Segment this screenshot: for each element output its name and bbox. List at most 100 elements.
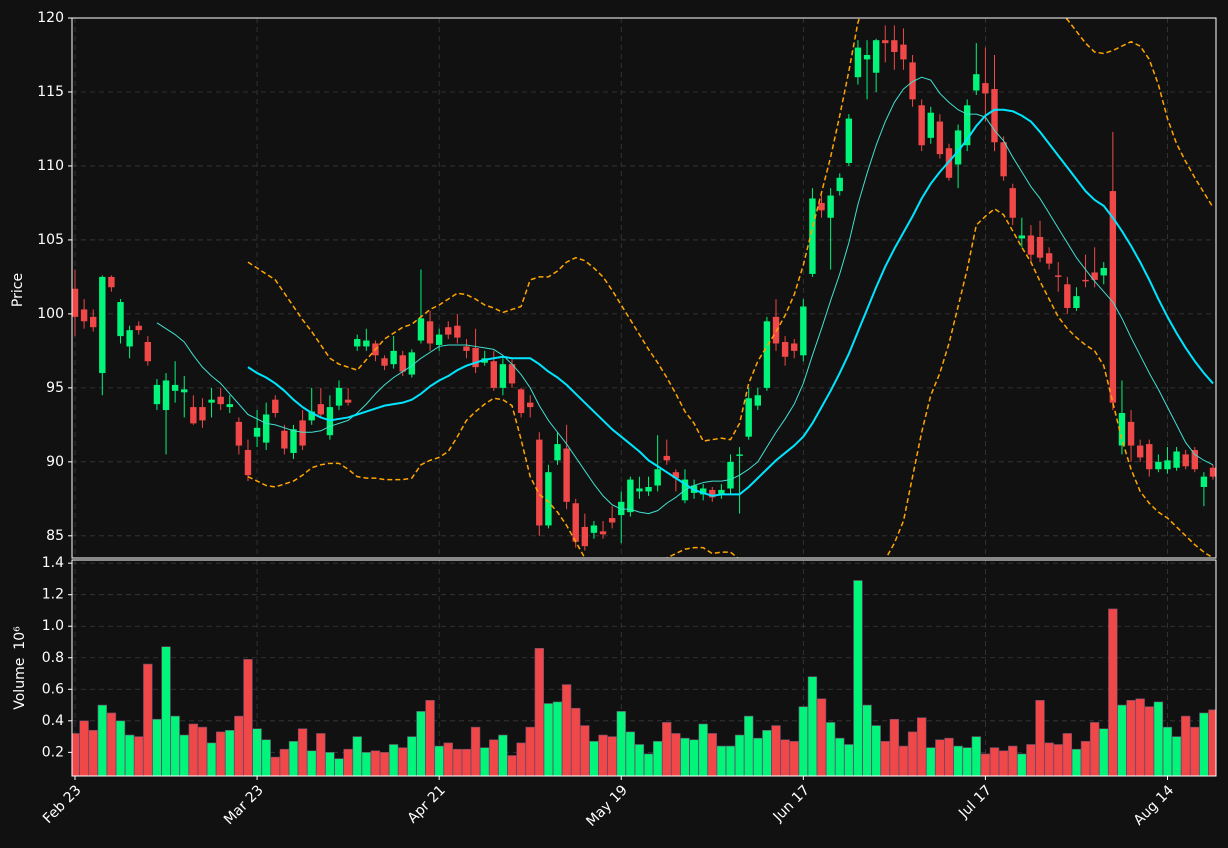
candle-body bbox=[527, 402, 534, 408]
volume-bar bbox=[343, 748, 353, 776]
volume-bar bbox=[853, 580, 863, 776]
volume-bar bbox=[316, 733, 326, 776]
candle-body bbox=[1118, 413, 1126, 446]
candle-body bbox=[463, 346, 470, 351]
candle-body bbox=[135, 325, 142, 331]
volume-bar bbox=[1135, 698, 1145, 776]
candle-body bbox=[490, 361, 497, 388]
volume-bar bbox=[671, 733, 681, 776]
volume-bar bbox=[1062, 733, 1073, 776]
volume-bar bbox=[1099, 728, 1109, 776]
candle-body bbox=[900, 44, 907, 60]
y-tick-label: 90 bbox=[46, 454, 64, 470]
candle-body bbox=[235, 421, 243, 446]
volume-bar bbox=[443, 742, 453, 776]
candle-body bbox=[891, 40, 898, 53]
candle-body bbox=[299, 420, 306, 446]
volume-bar bbox=[498, 734, 508, 776]
volume-bar bbox=[379, 752, 390, 776]
volume-bar bbox=[197, 726, 208, 776]
volume-bar bbox=[152, 718, 162, 776]
volume-bar bbox=[134, 736, 144, 776]
candle-body bbox=[927, 112, 934, 138]
candle-body bbox=[272, 399, 279, 414]
volume-bar bbox=[72, 733, 80, 776]
overlay-line bbox=[247, 108, 1214, 497]
volume-bar bbox=[261, 739, 271, 776]
candle-body bbox=[1055, 275, 1062, 277]
y-tick-label: 0.2 bbox=[42, 744, 64, 760]
candle-body bbox=[1009, 188, 1016, 218]
candle-body bbox=[863, 54, 871, 60]
volume-bar bbox=[898, 745, 909, 776]
volume-bar bbox=[352, 736, 362, 776]
candle-body bbox=[536, 439, 543, 526]
candle-body bbox=[1000, 142, 1007, 177]
candle-body bbox=[1109, 191, 1117, 403]
volume-offset: 10⁶ bbox=[12, 626, 28, 650]
volume-bar bbox=[1171, 736, 1182, 776]
candle-body bbox=[590, 525, 598, 533]
candle-body bbox=[1136, 445, 1144, 458]
volume-bar bbox=[998, 750, 1009, 776]
volume-bar bbox=[543, 703, 554, 776]
candle-body bbox=[108, 276, 115, 288]
volume-panel bbox=[72, 580, 1216, 776]
candle-body bbox=[827, 195, 834, 218]
candle-body bbox=[1146, 444, 1153, 470]
candle-body bbox=[308, 411, 315, 421]
volume-bar bbox=[398, 747, 408, 776]
candle-body bbox=[918, 105, 925, 146]
volume-bar bbox=[962, 747, 972, 776]
overlay-line bbox=[247, 208, 1214, 558]
volume-bar bbox=[124, 734, 135, 776]
volume-bar bbox=[571, 707, 581, 776]
volume-bar bbox=[598, 734, 608, 776]
volume-bar bbox=[625, 731, 636, 776]
volume-bar bbox=[552, 701, 563, 776]
volume-bar bbox=[607, 736, 617, 776]
volume-bar bbox=[652, 741, 663, 776]
candle-body bbox=[1127, 421, 1135, 446]
volume-bar bbox=[980, 753, 991, 776]
volume-bar bbox=[279, 748, 290, 776]
candle-body bbox=[517, 389, 525, 414]
y-tick-label: 1.4 bbox=[42, 555, 64, 571]
volume-bar bbox=[243, 659, 253, 776]
volume-bar bbox=[1080, 741, 1091, 776]
candle-body bbox=[217, 396, 224, 405]
candle-body bbox=[672, 472, 680, 479]
candle-body bbox=[809, 198, 816, 274]
candle-body bbox=[335, 387, 343, 406]
candle-body bbox=[727, 461, 734, 489]
volume-bar bbox=[461, 748, 472, 776]
volume-bar bbox=[1071, 748, 1082, 776]
candle-body bbox=[936, 121, 944, 155]
candle-body bbox=[1200, 476, 1208, 487]
volume-bar bbox=[1162, 726, 1173, 776]
volume-bar bbox=[953, 745, 963, 776]
candle-body bbox=[144, 342, 152, 362]
candle-body bbox=[1027, 235, 1035, 255]
volume-bar bbox=[507, 755, 517, 776]
candle-body bbox=[1082, 279, 1089, 282]
candle-body bbox=[417, 318, 425, 341]
volume-bar bbox=[762, 729, 772, 776]
candle-body bbox=[153, 384, 161, 405]
candle-body bbox=[872, 40, 880, 73]
volume-bar bbox=[479, 747, 490, 776]
y-axis-label: Price bbox=[10, 273, 26, 307]
candle-body bbox=[72, 288, 79, 317]
volume-bar bbox=[1017, 753, 1027, 776]
candle-body bbox=[791, 343, 798, 351]
candle-body bbox=[973, 74, 980, 91]
candle-body bbox=[171, 384, 179, 391]
volume-bar bbox=[816, 698, 827, 776]
volume-bar bbox=[743, 715, 754, 776]
volume-bar bbox=[370, 750, 381, 776]
candle-body bbox=[281, 430, 288, 449]
candle-body bbox=[954, 130, 962, 165]
candle-body bbox=[426, 321, 434, 344]
candle-body bbox=[435, 334, 443, 345]
